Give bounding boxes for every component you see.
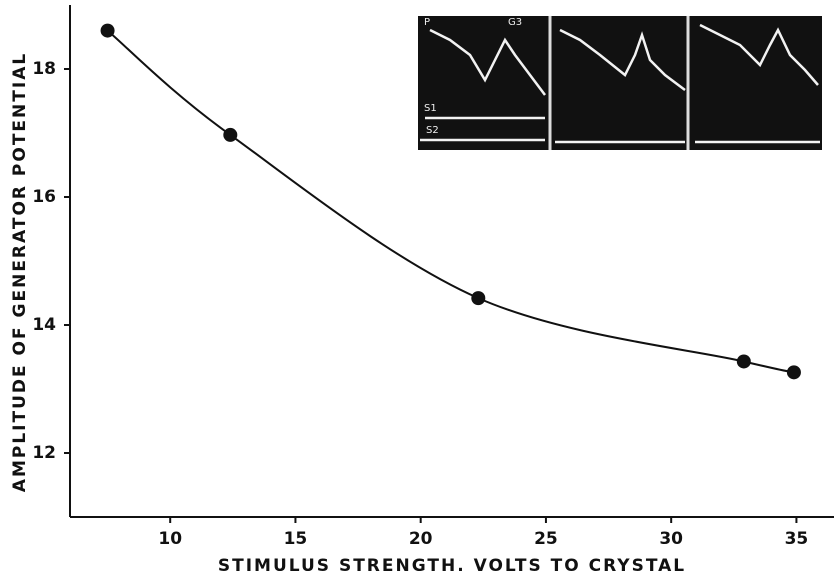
y-axis-label: AMPLITUDE OF GENERATOR POTENTIAL [10,52,30,492]
x-tick-label: 30 [659,529,683,549]
inset-background [418,16,822,150]
inset-label: P [424,17,430,28]
y-tick-label: 16 [32,187,56,207]
data-point [786,365,801,380]
inset-trace [699,23,819,86]
x-tick-label: 25 [534,529,558,549]
data-point [471,291,486,306]
data-point [736,354,751,369]
y-tick-label: 12 [32,443,56,463]
inset-label: G3 [508,17,522,28]
data-point [223,127,238,142]
x-tick-label: 10 [158,529,182,549]
inset-label: S1 [424,103,437,114]
x-tick-label: 35 [785,529,809,549]
inset-trace [429,28,546,96]
x-tick-label: 20 [409,529,433,549]
y-tick-label: 18 [32,59,56,79]
x-axis-label: STIMULUS STRENGTH. VOLTS TO CRYSTAL [218,556,686,576]
inset-trace [559,28,686,91]
x-tick-label: 15 [284,529,308,549]
inset-baseline [420,138,820,144]
y-tick-label: 14 [32,315,56,335]
data-point [100,23,115,38]
oscilloscope-inset: P G3 S1 S2 [418,16,822,150]
inset-label: S2 [426,125,439,136]
